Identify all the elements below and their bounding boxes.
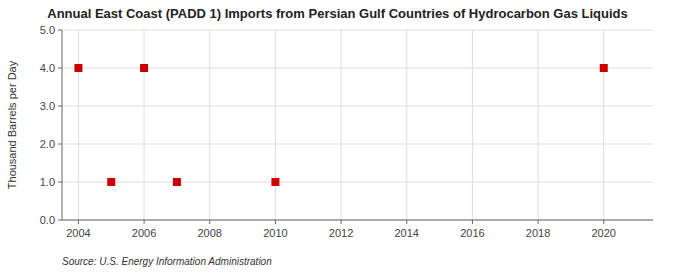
x-grid-line [209,30,210,220]
point [140,64,148,72]
source-note: Source: U.S. Energy Information Administ… [62,256,272,267]
y-tick [58,144,62,145]
point [74,64,82,72]
x-axis-line [62,220,653,221]
y-grid-line [62,68,653,69]
x-grid-line [538,30,539,220]
x-tick [538,220,539,224]
y-tick [58,106,62,107]
chart: Annual East Coast (PADD 1) Imports from … [0,0,675,275]
x-grid-line [472,30,473,220]
x-tick-label: 2006 [132,227,156,239]
x-grid-line [275,30,276,220]
x-grid-line [341,30,342,220]
y-tick [58,68,62,69]
y-tick [58,220,62,221]
x-tick [341,220,342,224]
y-grid-line [62,182,653,183]
x-tick [209,220,210,224]
y-tick [58,30,62,31]
y-tick [58,182,62,183]
x-tick-label: 2010 [263,227,287,239]
x-tick [472,220,473,224]
title: Annual East Coast (PADD 1) Imports from … [47,6,628,21]
y-tick-label: 2.0 [40,138,55,150]
y-grid-line [62,106,653,107]
point [173,178,181,186]
y-tick-label: 1.0 [40,176,55,188]
x-tick-label: 2012 [329,227,353,239]
x-tick-label: 2004 [66,227,90,239]
point [600,64,608,72]
x-grid-line [603,30,604,220]
x-tick [275,220,276,224]
y-tick-label: 4.0 [40,62,55,74]
x-tick-label: 2016 [460,227,484,239]
y-grid-line [62,30,653,31]
grid [62,30,653,220]
point [107,178,115,186]
x-tick [406,220,407,224]
x-grid-line [78,30,79,220]
y-grid-line [62,220,653,221]
x-tick-label: 2020 [592,227,616,239]
x-tick-label: 2014 [395,227,419,239]
x-tick [144,220,145,224]
points [74,64,607,186]
x-tick-label: 2018 [526,227,550,239]
y-tick-label: 0.0 [40,214,55,226]
x-tick-label: 2008 [198,227,222,239]
point [271,178,279,186]
y-grid-line [62,144,653,145]
x-tick [78,220,79,224]
y-axis-line [62,30,63,220]
x-grid-line [144,30,145,220]
y-tick-label: 3.0 [40,100,55,112]
y-tick-label: 5.0 [40,24,55,36]
x-grid-line [406,30,407,220]
y-axis-label: Thousand Barrels per Day [6,60,18,189]
x-tick [603,220,604,224]
